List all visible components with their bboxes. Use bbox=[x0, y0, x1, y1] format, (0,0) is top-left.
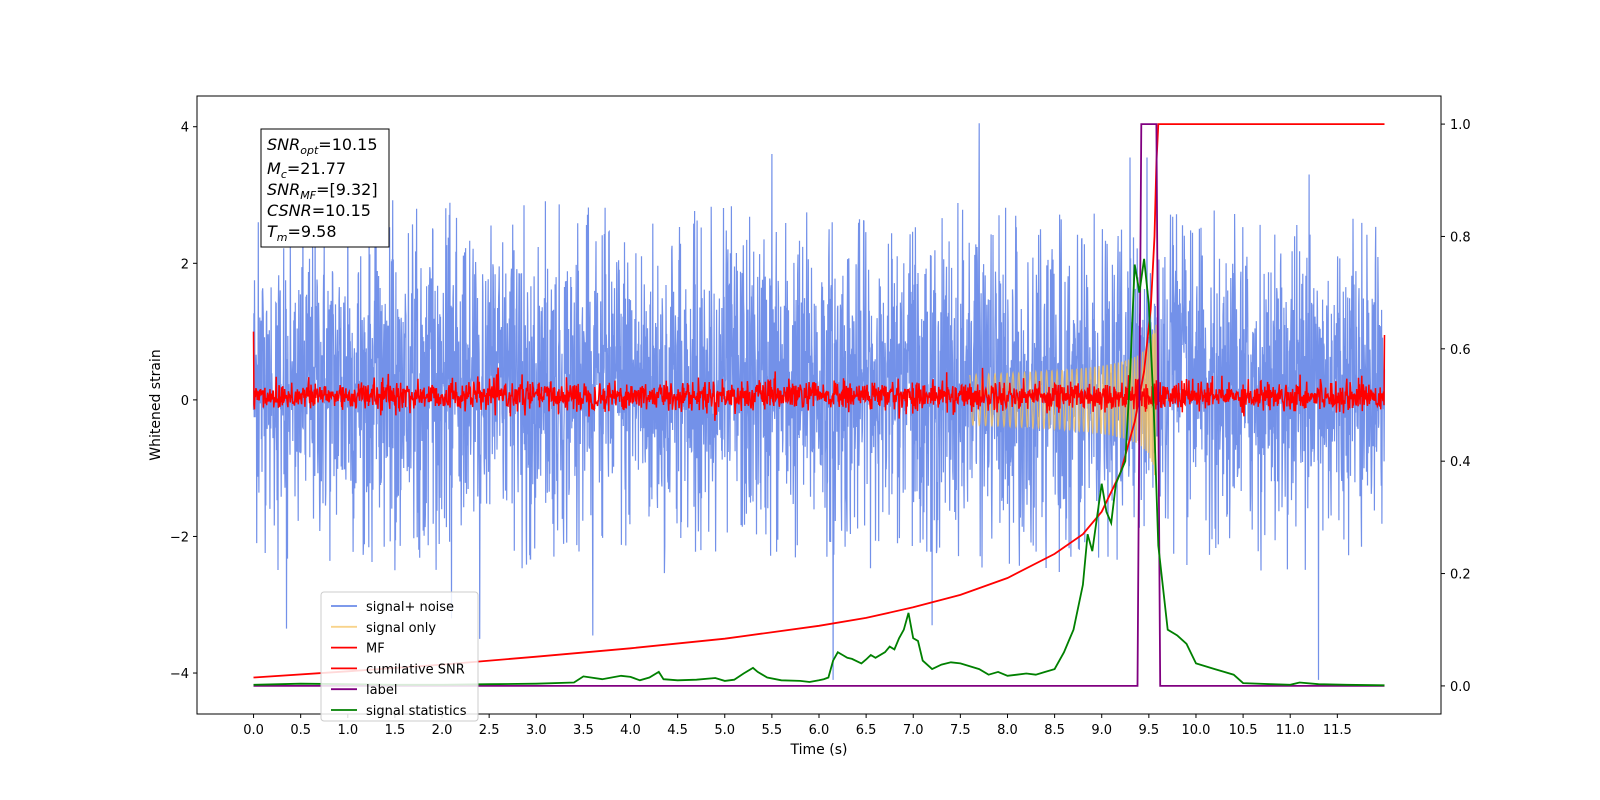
x-tick-label: 8.0 bbox=[997, 723, 1018, 738]
y2-tick-label: 1.0 bbox=[1450, 118, 1471, 133]
x-tick-label: 4.0 bbox=[620, 723, 641, 738]
x-tick-label: 10.5 bbox=[1229, 723, 1258, 738]
x-tick-label: 1.0 bbox=[337, 723, 358, 738]
y2-tick-label: 0.0 bbox=[1450, 680, 1471, 695]
x-tick-label: 1.5 bbox=[385, 723, 406, 738]
x-tick-label: 9.5 bbox=[1139, 723, 1160, 738]
x-tick-label: 5.0 bbox=[714, 723, 735, 738]
x-tick-label: 11.5 bbox=[1323, 723, 1352, 738]
legend-label-signal-noise: signal+ noise bbox=[366, 600, 454, 615]
y-tick-label: −2 bbox=[170, 530, 189, 545]
x-tick-label: 7.5 bbox=[950, 723, 971, 738]
x-tick-label: 11.0 bbox=[1276, 723, 1305, 738]
annotation-tm: Tm=9.58 bbox=[267, 222, 337, 244]
series-label bbox=[253, 123, 1385, 687]
axis-layer: 0.0 0.5 1.0 1.5 2.0 2.5 3.0 3.5 4.0 4.5 5.0 5.5 6.0 6… bbox=[170, 118, 1471, 738]
x-tick-label: 0.0 bbox=[243, 723, 264, 738]
x-tick-label: 6.5 bbox=[856, 723, 877, 738]
x-tick-label: 3.5 bbox=[573, 723, 594, 738]
series-mf bbox=[252, 331, 1386, 421]
y-tick-label: 0 bbox=[181, 394, 189, 409]
x-tick-label: 5.5 bbox=[762, 723, 783, 738]
x-tick-label: 3.0 bbox=[526, 723, 547, 738]
legend-label-mf: MF bbox=[366, 642, 385, 657]
y2-tick-label: 0.6 bbox=[1450, 343, 1471, 358]
y-axis-label: Whitened strain bbox=[148, 349, 164, 460]
annotation-snr-mf: SNRMF=[9.32] bbox=[267, 180, 378, 202]
x-tick-label: 2.0 bbox=[432, 723, 453, 738]
annotation-mc: Mc=21.77 bbox=[267, 159, 346, 181]
legend-label-signal-only: signal only bbox=[366, 621, 436, 636]
x-tick-label: 9.0 bbox=[1091, 723, 1112, 738]
y-tick-label: 4 bbox=[181, 121, 189, 136]
legend-label-signal-statistics: signal statistics bbox=[366, 704, 467, 719]
y2-tick-label: 0.2 bbox=[1450, 568, 1471, 583]
y-tick-label: −4 bbox=[170, 667, 189, 682]
x-tick-label: 7.0 bbox=[903, 723, 924, 738]
y2-tick-label: 0.4 bbox=[1450, 455, 1471, 470]
series-signal-statistics bbox=[253, 258, 1385, 687]
legend-label-cumilative-snr: cumilative SNR bbox=[366, 662, 465, 677]
annotation-box: SNRopt=10.15 Mc=21.77 SNRMF=[9.32] CSNR=… bbox=[260, 128, 390, 248]
x-tick-label: 6.0 bbox=[809, 723, 830, 738]
series-layer bbox=[252, 123, 1386, 687]
y2-tick-label: 0.8 bbox=[1450, 230, 1471, 245]
x-axis-label: Time (s) bbox=[790, 742, 848, 758]
annotation-csnr: CSNR=10.15 bbox=[267, 201, 371, 220]
x-tick-label: 4.5 bbox=[667, 723, 688, 738]
series-cumilative-snr bbox=[253, 123, 1385, 679]
y-tick-label: 2 bbox=[181, 257, 189, 272]
annotation-snr-opt: SNRopt=10.15 bbox=[267, 135, 378, 157]
legend-label-label: label bbox=[366, 683, 397, 698]
x-tick-label: 0.5 bbox=[290, 723, 311, 738]
series-signal-noise bbox=[252, 123, 1386, 680]
x-tick-label: 2.5 bbox=[479, 723, 500, 738]
x-tick-label: 10.0 bbox=[1181, 723, 1210, 738]
legend: signal+ noise signal only MF cumilative SNR… bbox=[320, 591, 479, 722]
x-tick-label: 8.5 bbox=[1044, 723, 1065, 738]
